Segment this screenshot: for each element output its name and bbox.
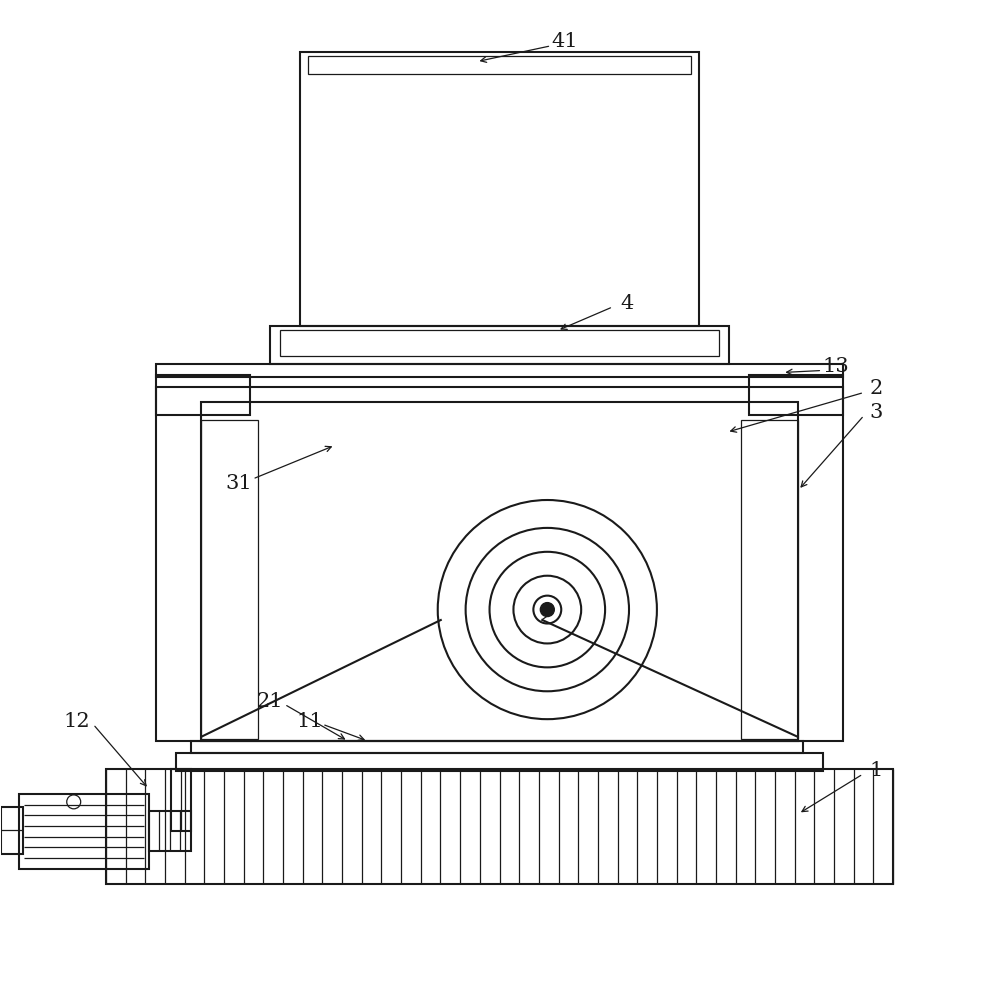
Bar [309,56,690,74]
Bar [748,375,843,415]
Bar [281,330,718,356]
Bar [171,769,191,831]
Text: 21: 21 [257,692,284,711]
Text: 13: 13 [823,357,849,376]
Text: 3: 3 [869,403,883,422]
Bar [149,811,191,851]
Text: 41: 41 [550,32,577,51]
Text: 1: 1 [869,761,883,780]
Bar [176,753,823,771]
Bar [156,375,251,415]
Bar [19,794,149,869]
Bar [191,741,803,753]
Bar [740,420,798,739]
Text: 2: 2 [869,379,883,398]
Bar [301,52,698,326]
Bar [156,364,843,377]
Bar [201,420,259,739]
Text: 11: 11 [297,712,324,731]
Bar [271,326,728,364]
Bar [156,387,843,741]
Text: 12: 12 [64,712,91,731]
Text: 31: 31 [225,474,252,493]
Bar [106,769,893,884]
Bar [201,402,798,741]
Circle shape [540,603,554,617]
Bar [1,807,23,854]
Text: 4: 4 [620,294,633,313]
